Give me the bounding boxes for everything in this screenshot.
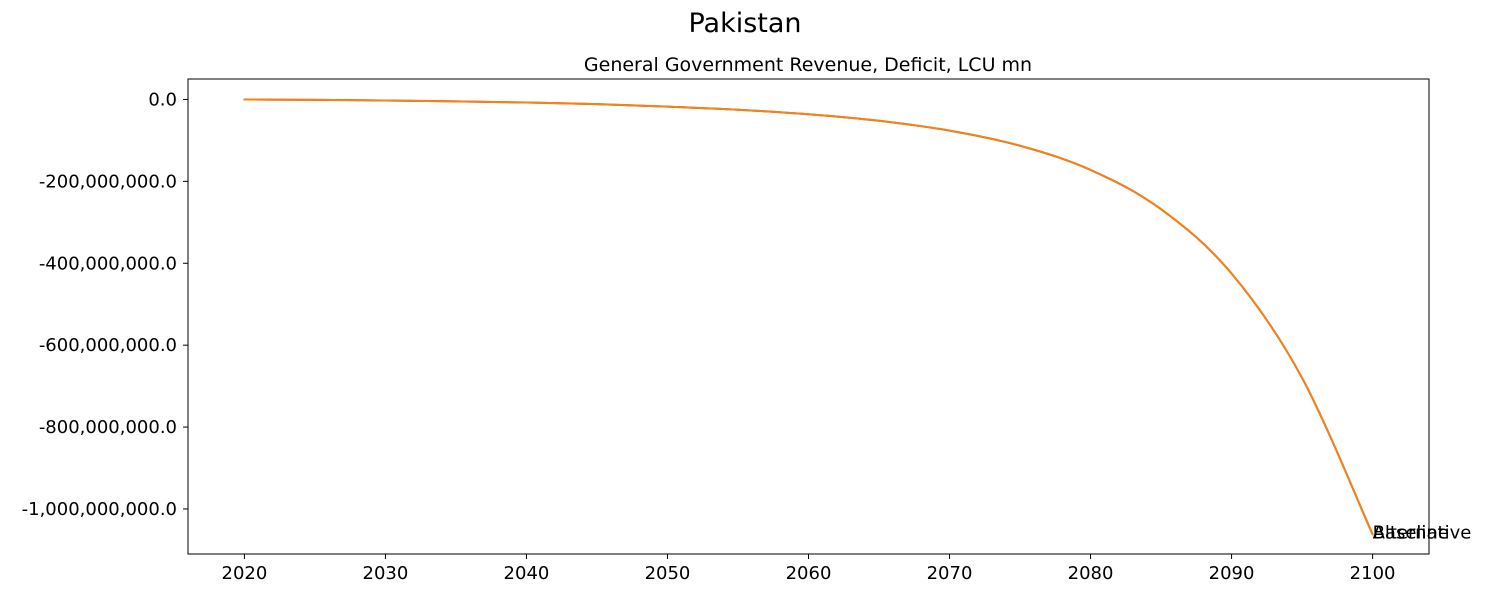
y-tick-label: -400,000,000.0 — [39, 253, 177, 274]
plot-area — [187, 78, 1430, 555]
chart-title: General Government Revenue, Deficit, LCU… — [584, 54, 1032, 76]
x-tick-label: 2080 — [1068, 563, 1114, 584]
series-line-alternative — [243, 98, 1374, 536]
x-tick-label: 2070 — [927, 563, 973, 584]
x-tick-label: 2020 — [222, 563, 268, 584]
y-tick-label: -800,000,000.0 — [39, 417, 177, 438]
series-lines — [243, 98, 1374, 536]
series-end-label-alternative: Alternative — [1373, 522, 1472, 543]
x-axis: 2020 2030 2040 2050 2060 2070 2080 2090 2100 — [222, 554, 1396, 584]
x-tick-label: 2060 — [786, 563, 832, 584]
y-axis: 0.0 -200,000,000.0 -400,000,000.0 -600,000,… — [22, 89, 188, 520]
x-tick-label: 2090 — [1209, 563, 1255, 584]
y-tick-label: 0.0 — [148, 89, 177, 110]
y-tick-label: -1,000,000,000.0 — [22, 499, 177, 520]
x-tick-label: 2100 — [1350, 563, 1396, 584]
series-end-label-baseline: Baseline — [1373, 522, 1449, 543]
x-tick-label: 2040 — [504, 563, 550, 584]
y-tick-label: -200,000,000.0 — [39, 171, 177, 192]
figure-suptitle: Pakistan — [688, 8, 801, 39]
series-line-baseline — [243, 98, 1374, 536]
x-tick-label: 2030 — [363, 563, 409, 584]
x-tick-label: 2050 — [645, 563, 691, 584]
y-tick-label: -600,000,000.0 — [39, 335, 177, 356]
